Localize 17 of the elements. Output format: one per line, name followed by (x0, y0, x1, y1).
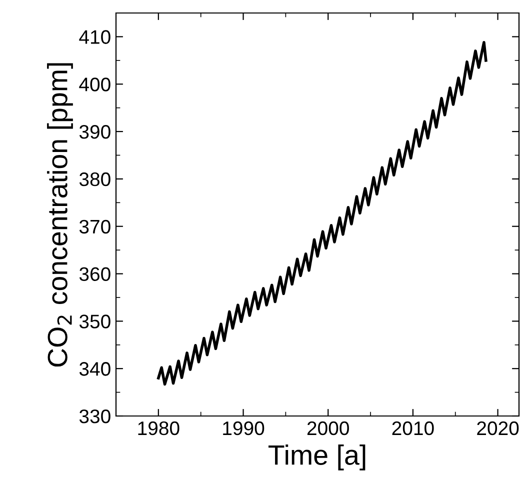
y-axis-title: CO$_{2}$ concentration [ppm] (47, 63, 73, 367)
y-tick-label: 390 (79, 124, 110, 139)
y-tick-label: 400 (79, 78, 110, 92)
x-tick-label: 1980 (138, 421, 180, 436)
x-tick-label: 2000 (307, 421, 349, 436)
y-tick-label: 350 (79, 314, 110, 328)
y-tick-label: 410 (79, 30, 110, 44)
x-axis-title: Time [a] (268, 444, 366, 470)
x-tick-label: 1990 (223, 421, 264, 436)
line-series (157, 41, 488, 386)
y-tick-label: 360 (79, 267, 110, 281)
y-tick-label: 380 (79, 172, 110, 186)
x-tick-label: 2020 (477, 421, 519, 436)
y-tick-label: 340 (79, 362, 110, 376)
y-tick-label: 370 (79, 220, 110, 234)
x-tick-label: 2010 (392, 421, 434, 436)
y-tick-label: 330 (79, 409, 110, 424)
